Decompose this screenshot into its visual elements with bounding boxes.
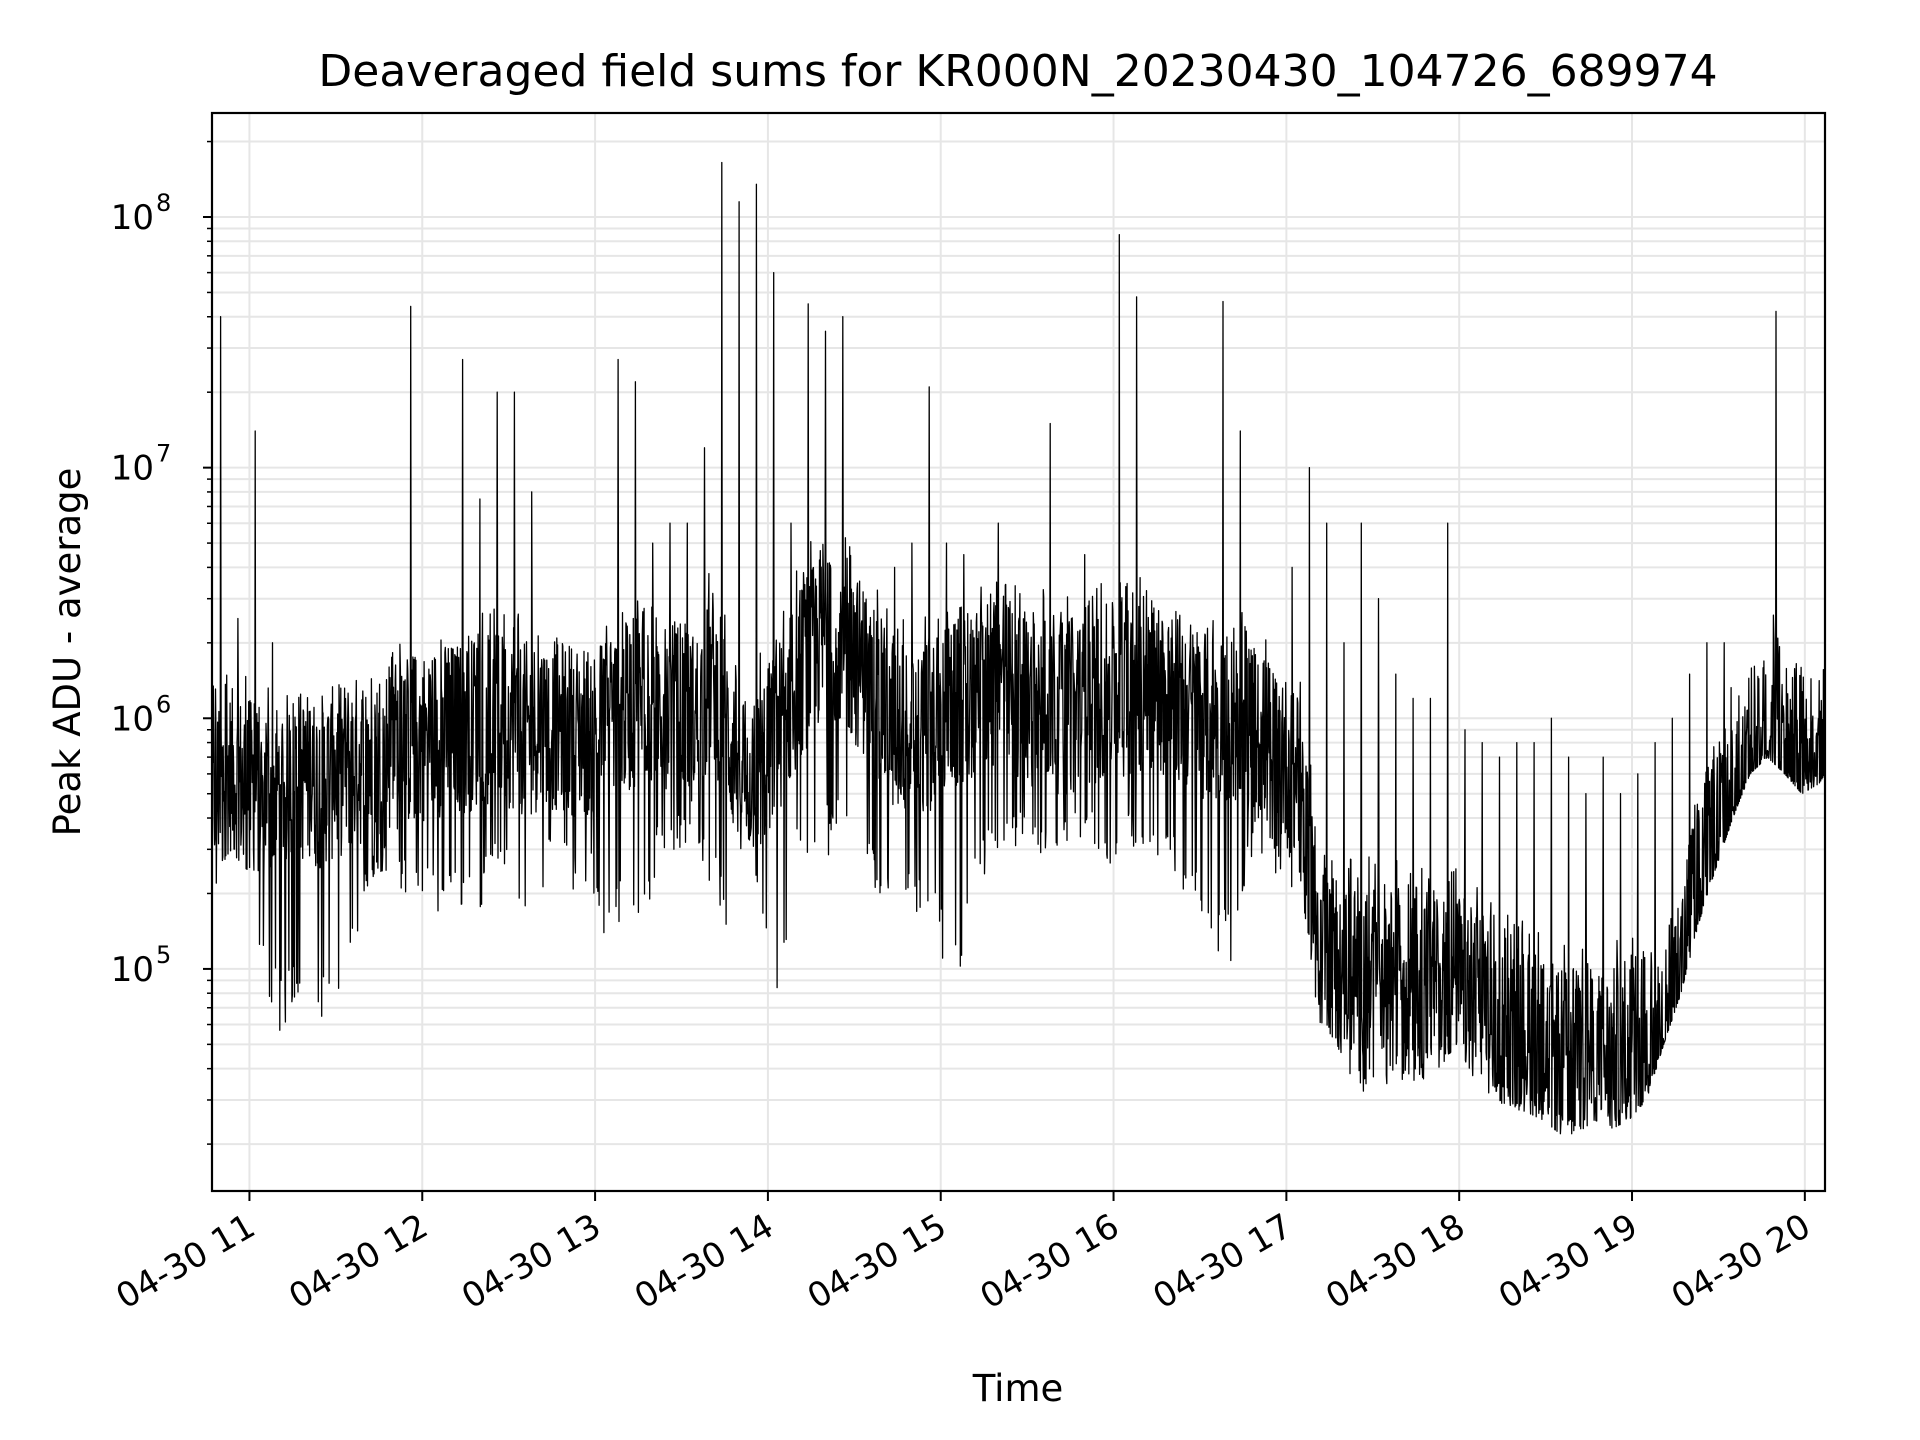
plot-frame xyxy=(210,111,1827,1193)
y-tick-label: 10 xyxy=(111,449,154,489)
y-axis-label: Peak ADU - average xyxy=(46,468,89,837)
chart-title: Deaveraged field sums for KR000N_2023043… xyxy=(318,46,1717,97)
data-layer xyxy=(211,161,1826,1135)
y-tick-label-exponent: 7 xyxy=(156,440,171,468)
y-tick-label-exponent: 6 xyxy=(156,690,171,718)
y-tick-label: 10 xyxy=(111,950,154,990)
y-tick-label-exponent: 5 xyxy=(156,941,171,969)
y-tick-label: 10 xyxy=(111,198,154,238)
y-tick-label: 10 xyxy=(111,699,154,739)
series-line-0 xyxy=(211,161,1826,1135)
x-axis-label: Time xyxy=(972,1367,1064,1410)
y-tick-label-exponent: 8 xyxy=(156,189,171,217)
